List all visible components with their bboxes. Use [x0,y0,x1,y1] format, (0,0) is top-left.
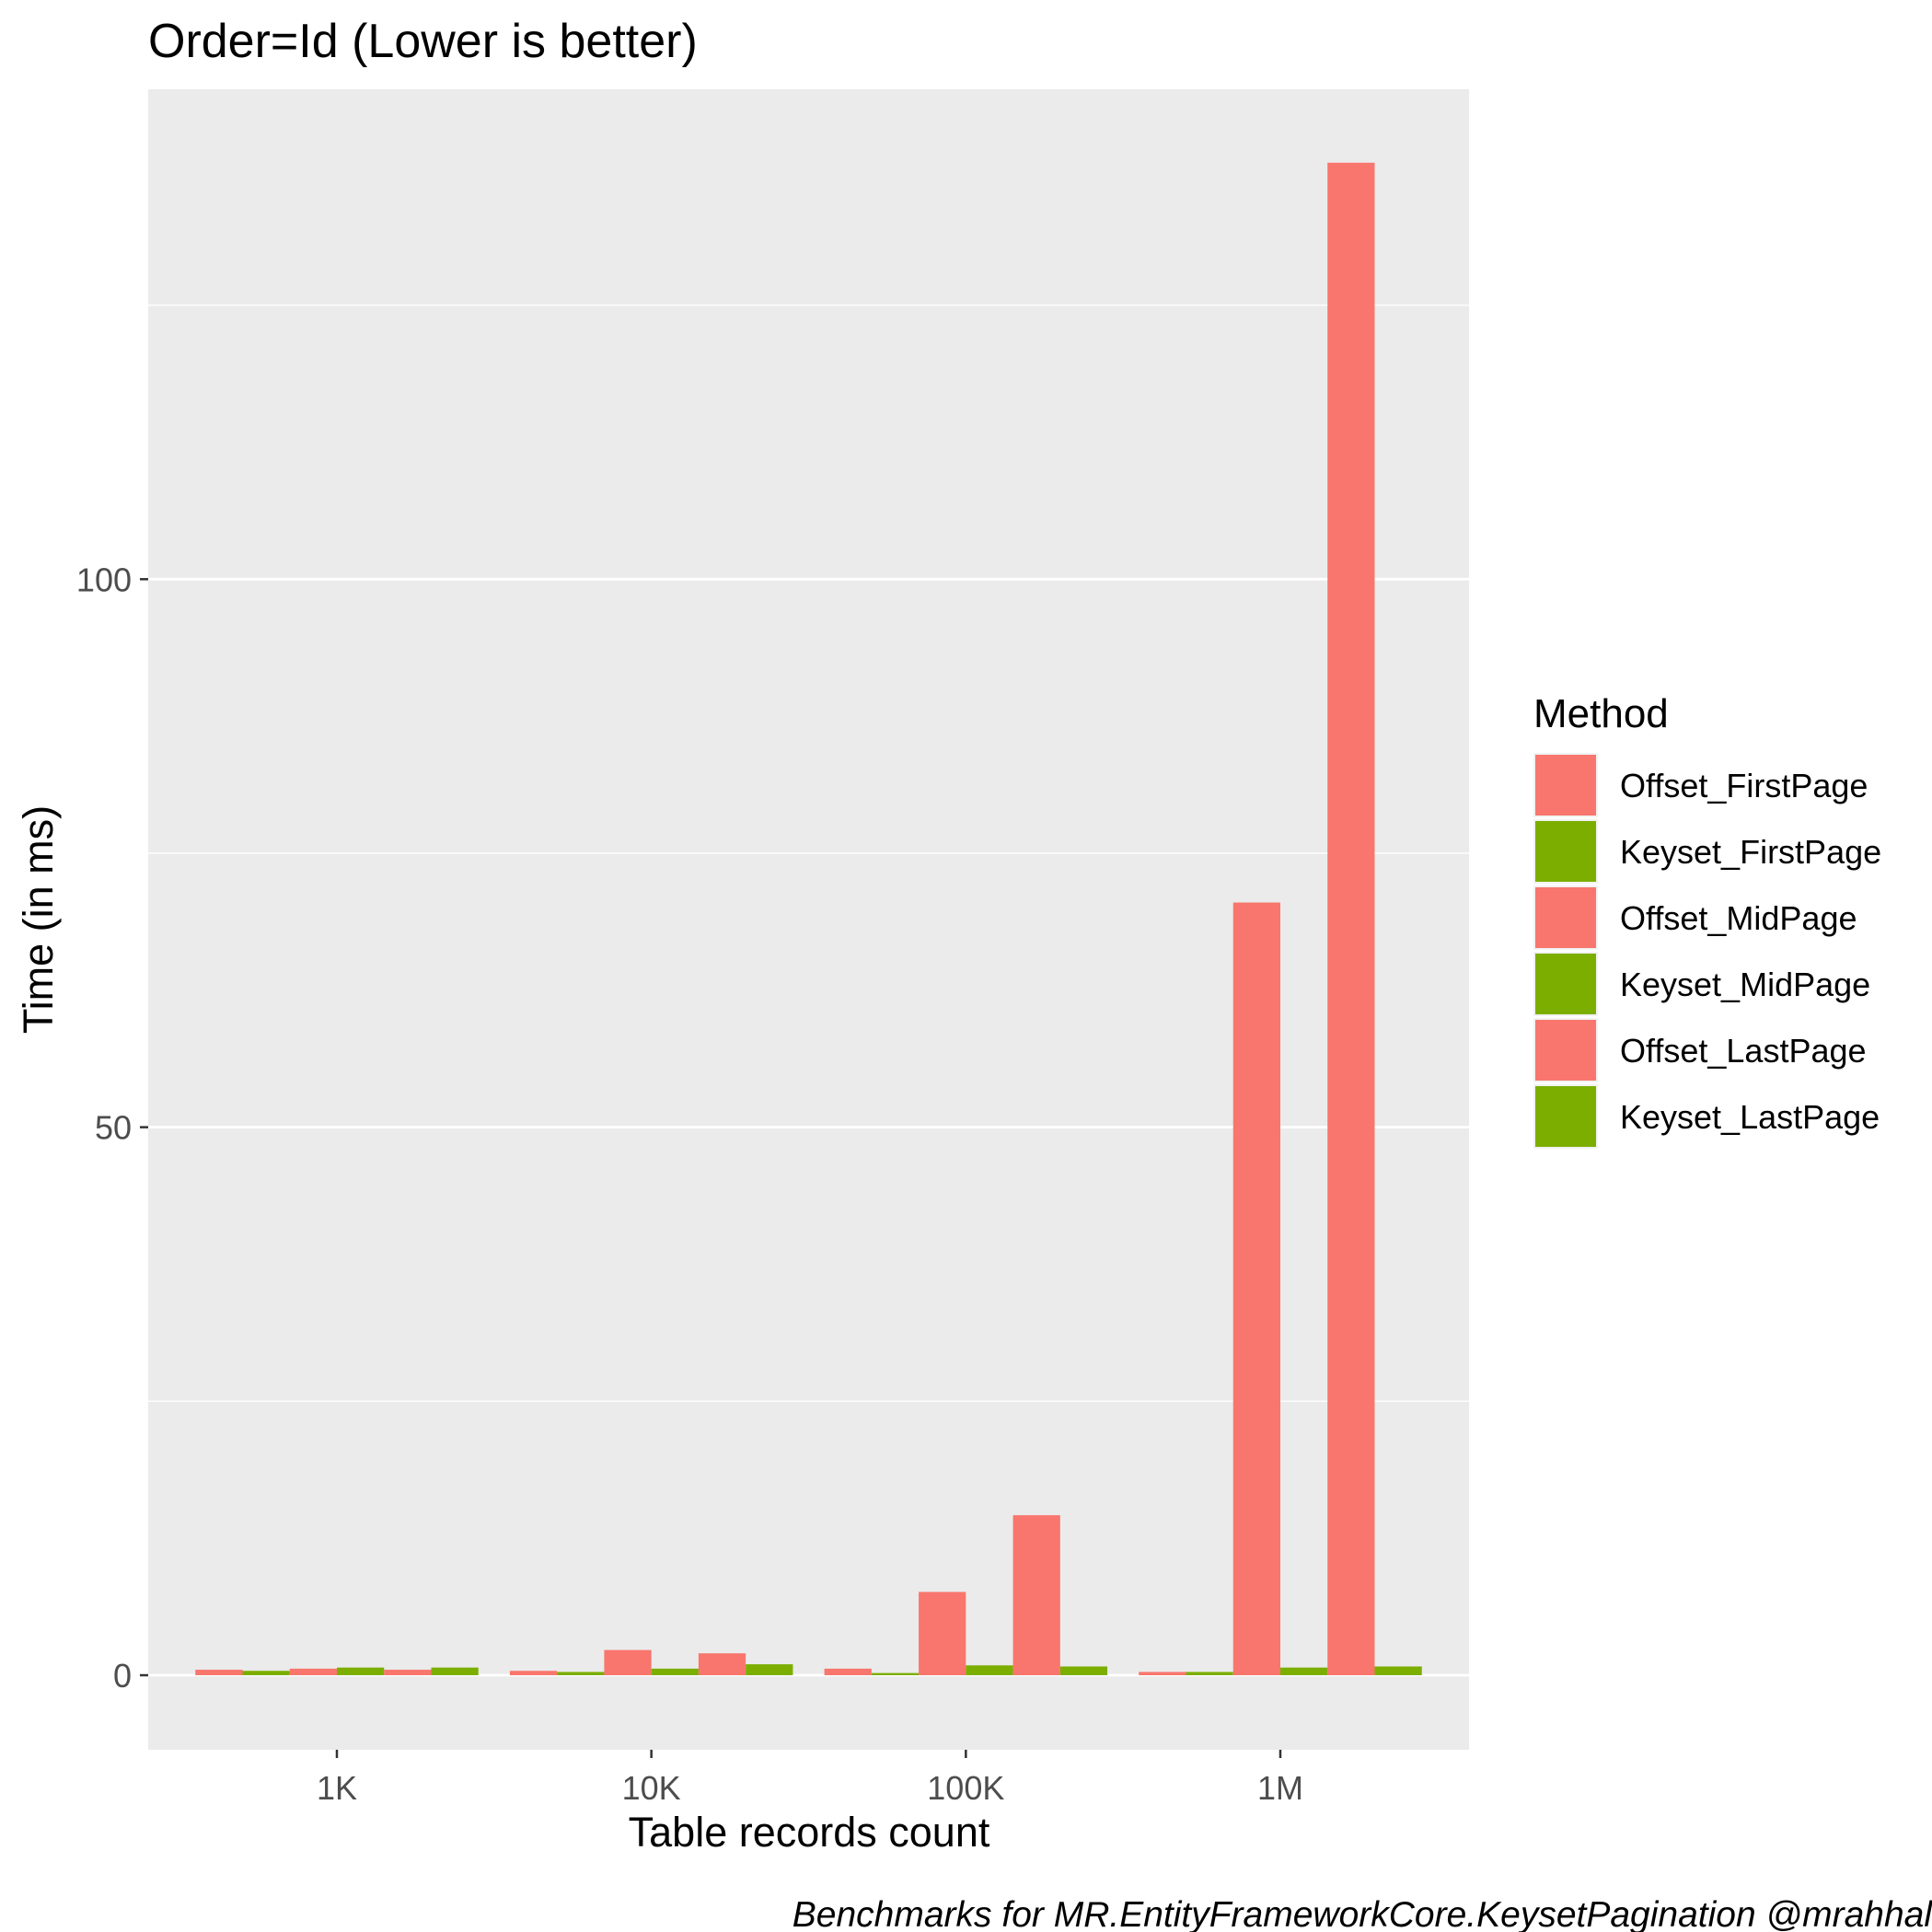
bars [195,162,1422,1676]
legend-label: Offset_LastPage [1620,1032,1867,1070]
bar [384,1670,432,1676]
legend-label: Keyset_MidPage [1620,966,1870,1003]
bar [509,1671,558,1676]
x-tick-label: 1M [1257,1769,1303,1807]
bar [1059,1666,1108,1676]
bar [919,1591,966,1676]
bar [966,1665,1013,1676]
bar [1232,902,1280,1676]
bar [871,1672,920,1676]
y-tick-label: 50 [95,1109,132,1147]
bar [289,1668,337,1676]
bar [746,1664,793,1676]
legend-label: Offset_MidPage [1620,899,1857,937]
legend-title: Method [1533,691,1669,736]
bar [242,1671,290,1676]
legend-key [1535,887,1596,948]
bar [1374,1666,1422,1676]
chart-caption: Benchmarks for MR.EntityFrameworkCore.Ke… [792,1895,1932,1932]
bar [604,1649,652,1676]
bar [824,1668,872,1676]
legend-key [1535,1020,1596,1081]
y-axis: 0 50 100 [76,561,148,1695]
legend-label: Keyset_LastPage [1620,1098,1880,1136]
legend-key [1535,821,1596,882]
chart-title: Order=Id (Lower is better) [148,15,698,68]
bar [557,1672,605,1676]
bar [1186,1672,1233,1676]
legend: Method Offset_FirstPageKeyset_FirstPageO… [1533,691,1881,1149]
bar [195,1670,243,1676]
y-axis-title: Time (in ms) [15,805,62,1034]
x-axis: 1K 10K 100K 1M [317,1750,1303,1807]
x-tick-label: 100K [927,1769,1004,1807]
x-tick-label: 1K [317,1769,357,1807]
bar [1012,1515,1060,1676]
bar [1280,1667,1328,1676]
bar [337,1667,385,1676]
legend-key [1535,755,1596,816]
x-axis-title: Table records count [629,1809,990,1856]
y-tick-label: 100 [76,561,132,598]
bar [651,1668,699,1676]
legend-key [1535,1086,1596,1147]
x-tick-label: 10K [622,1769,681,1807]
bar [698,1653,746,1676]
legend-label: Offset_FirstPage [1620,767,1868,804]
bar [431,1667,479,1676]
y-tick-label: 0 [113,1657,132,1695]
legend-items: Offset_FirstPage Keyset_FirstPage Offset_M… [1533,753,1881,1149]
bar [1327,162,1375,1676]
legend-key [1535,954,1596,1014]
bar [1139,1672,1186,1676]
legend-label: Keyset_FirstPage [1620,833,1881,871]
